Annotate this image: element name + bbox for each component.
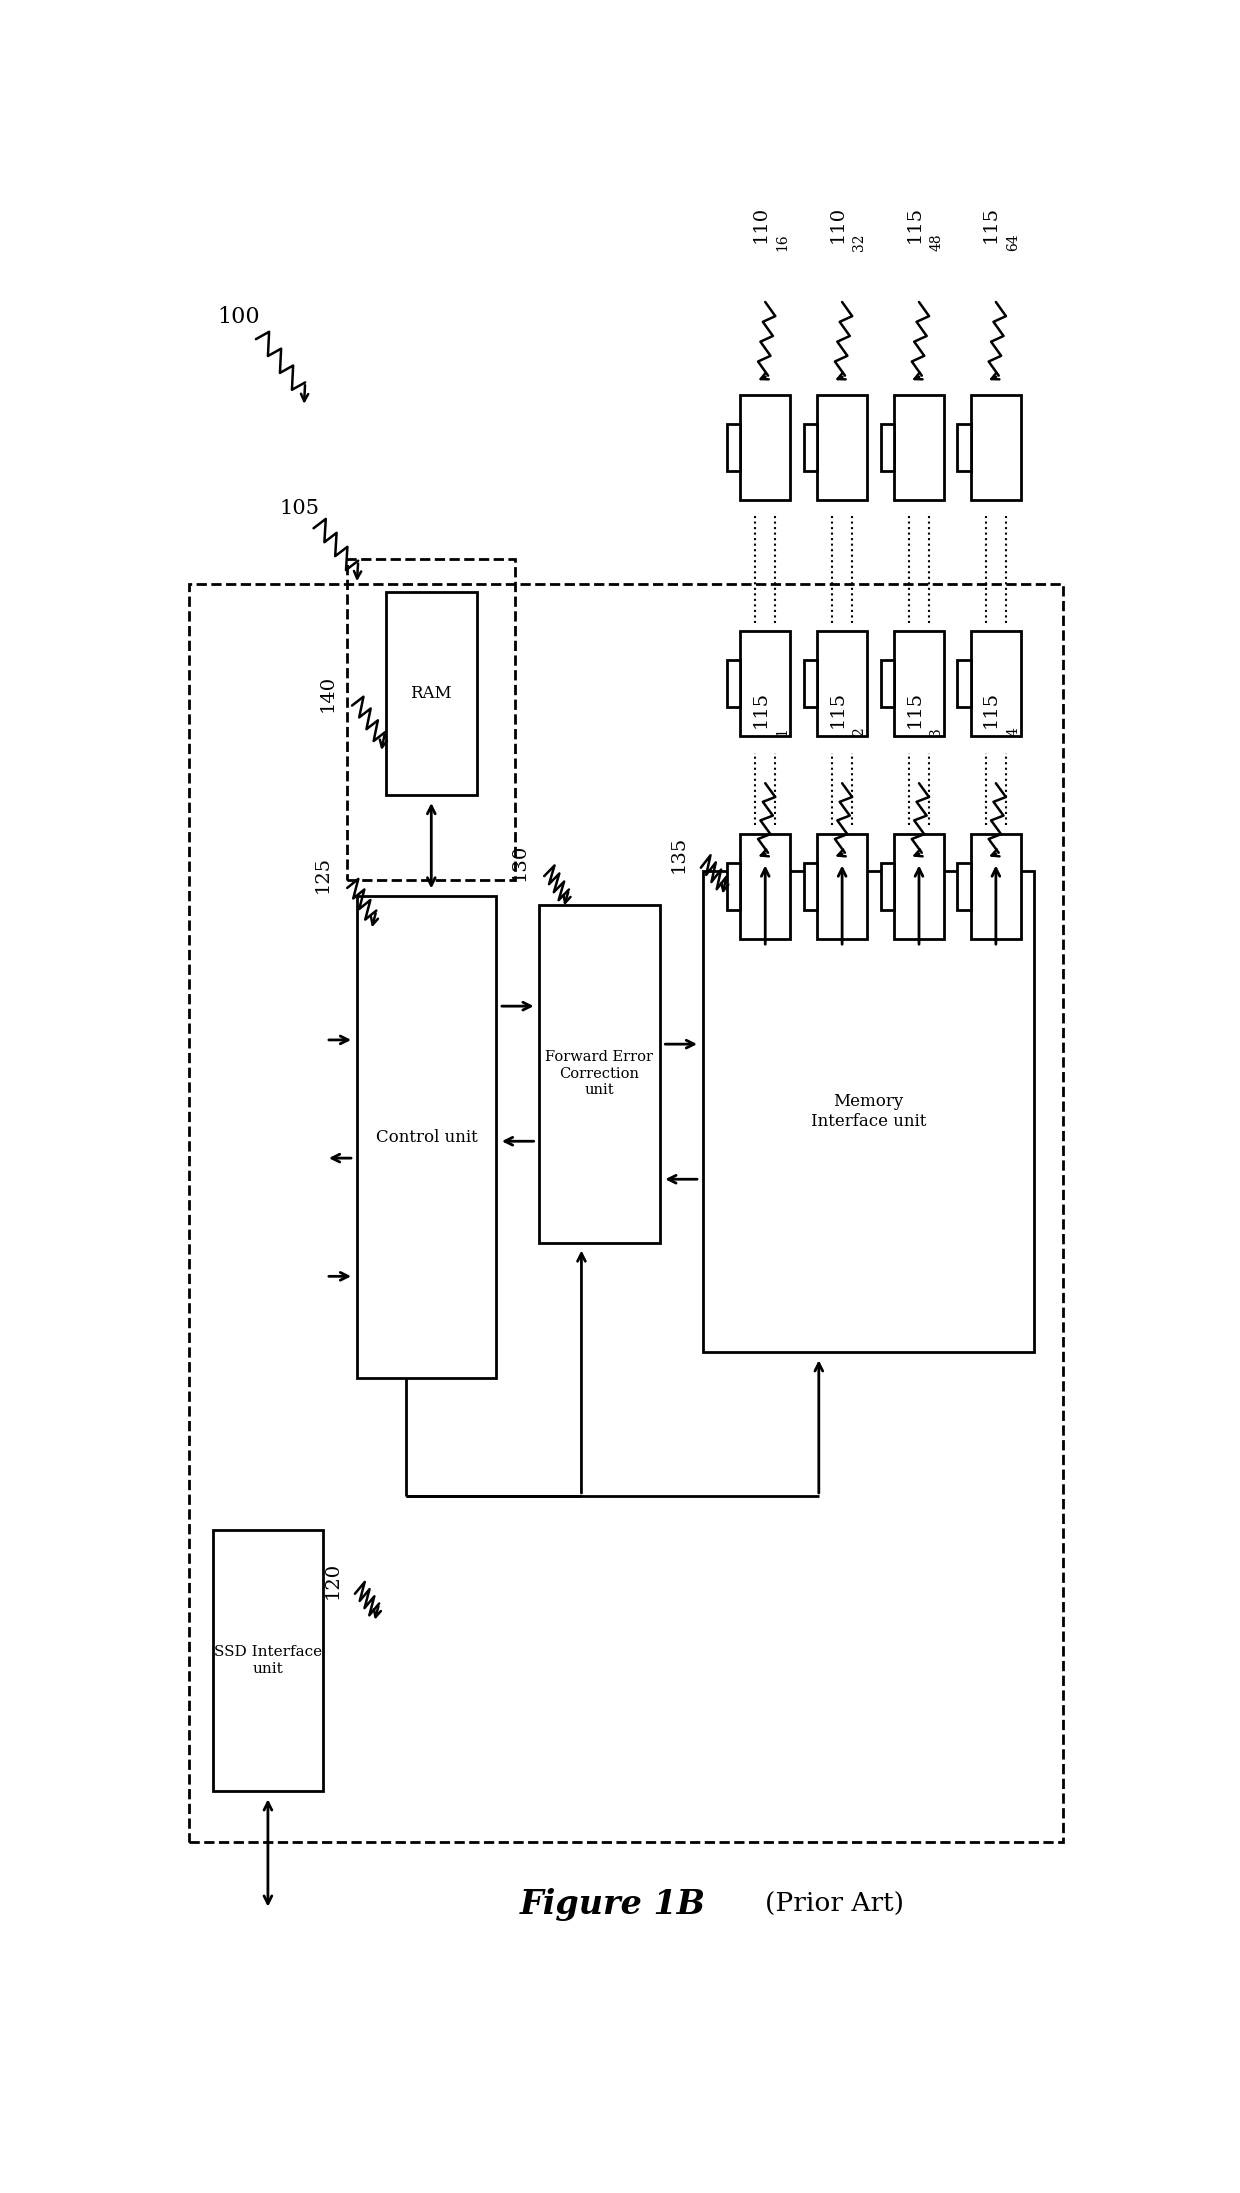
Text: 32: 32: [852, 235, 867, 252]
Bar: [971, 395, 1021, 500]
Text: 110: 110: [828, 206, 847, 243]
Text: 100: 100: [217, 307, 260, 329]
Text: 64: 64: [1006, 235, 1021, 252]
Bar: [880, 660, 894, 708]
Bar: [188, 583, 1063, 1842]
Text: 115: 115: [982, 691, 1001, 728]
Bar: [971, 833, 1021, 939]
Bar: [804, 423, 817, 471]
Text: 135: 135: [670, 836, 687, 873]
Text: 110: 110: [751, 206, 770, 243]
Text: Memory
Interface unit: Memory Interface unit: [811, 1094, 926, 1129]
Text: Figure 1B: Figure 1B: [521, 1888, 707, 1921]
Text: 130: 130: [511, 844, 528, 882]
Bar: [740, 632, 790, 737]
Text: 2: 2: [852, 728, 867, 737]
Text: 115: 115: [828, 691, 847, 728]
Bar: [740, 833, 790, 939]
Bar: [894, 833, 944, 939]
Text: 3: 3: [929, 728, 944, 737]
Bar: [727, 862, 740, 910]
Bar: [727, 423, 740, 471]
Bar: [817, 833, 867, 939]
Bar: [817, 395, 867, 500]
Bar: [894, 395, 944, 500]
Bar: [804, 862, 817, 910]
Text: Forward Error
Correction
unit: Forward Error Correction unit: [546, 1050, 653, 1096]
Bar: [817, 632, 867, 737]
Bar: [386, 592, 477, 796]
Text: 120: 120: [324, 1561, 341, 1599]
Text: (Prior Art): (Prior Art): [765, 1893, 904, 1917]
Bar: [213, 1531, 324, 1792]
Bar: [804, 660, 817, 708]
Bar: [703, 871, 1034, 1353]
Text: 115: 115: [751, 691, 770, 728]
Text: 1: 1: [775, 728, 790, 737]
Bar: [740, 395, 790, 500]
Text: 16: 16: [775, 235, 790, 252]
Text: 105: 105: [280, 498, 320, 518]
Bar: [957, 862, 971, 910]
Bar: [894, 632, 944, 737]
Text: SSD Interface
unit: SSD Interface unit: [213, 1645, 322, 1675]
Text: 140: 140: [319, 675, 336, 713]
Bar: [539, 906, 660, 1243]
Text: 4: 4: [1006, 728, 1021, 737]
Bar: [880, 423, 894, 471]
Bar: [357, 897, 496, 1377]
Bar: [957, 660, 971, 708]
Bar: [880, 862, 894, 910]
Text: 125: 125: [314, 855, 331, 893]
Text: 115: 115: [905, 691, 924, 728]
Text: 48: 48: [929, 235, 944, 252]
Bar: [957, 423, 971, 471]
Text: 115: 115: [905, 206, 924, 243]
Bar: [347, 559, 516, 879]
Bar: [727, 660, 740, 708]
Text: RAM: RAM: [410, 684, 453, 702]
Text: 115: 115: [982, 206, 1001, 243]
Text: Control unit: Control unit: [376, 1129, 477, 1145]
Bar: [971, 632, 1021, 737]
